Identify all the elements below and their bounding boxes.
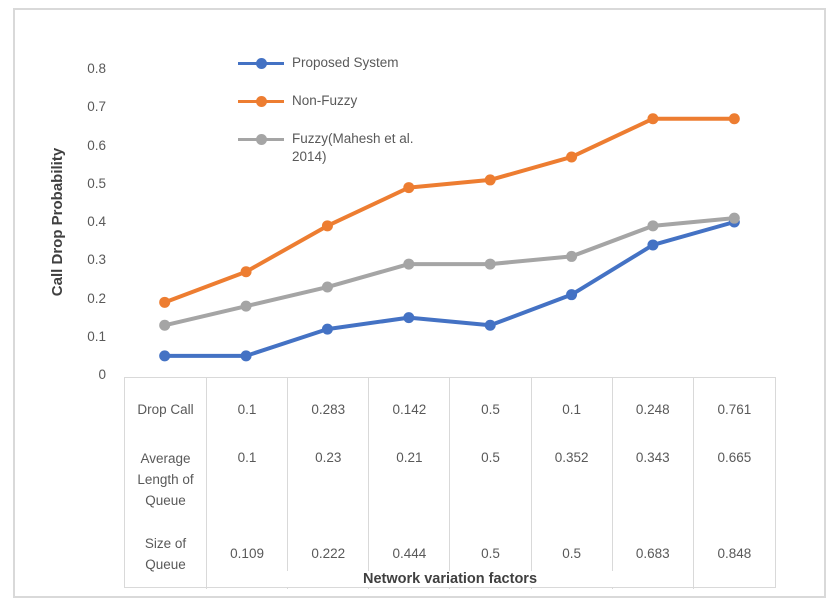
y-axis-tick-label: 0.7 [87,99,106,115]
legend-item: Proposed System [238,54,430,72]
table-cell: 0.21 [369,440,451,518]
y-axis-tick-label: 0.3 [87,252,106,268]
line-plot [159,113,740,362]
legend-line-marker-icon [238,92,284,110]
data-point-marker [728,212,740,224]
table-cell: 0.23 [288,440,370,518]
legend-item: Fuzzy(Mahesh et al. 2014) [238,130,430,166]
table-cell: 0.248 [613,378,694,440]
data-point-marker [321,323,333,335]
y-axis-tick-label: 0.4 [87,214,106,229]
table-cell: 0.5 [450,378,532,440]
y-axis-tick-label: 0 [98,367,106,382]
series-line-fuzzy-mahesh-et-al-2014- [164,216,735,328]
x-axis-title: Network variation factors [280,571,620,587]
data-point-marker [566,289,578,301]
table-row-label: Average Length of Queue [125,440,207,518]
series-line-non-fuzzy [163,116,735,305]
legend-item: Non-Fuzzy [238,92,430,110]
table-cell: 0.283 [288,378,370,440]
data-point-marker [240,300,252,312]
legend-line-marker-icon [238,54,284,72]
table-cell: 0.1 [207,378,289,440]
data-point-marker [159,319,171,331]
table-cell: 0.142 [369,378,451,440]
data-table: Drop Call 0.1 0.283 0.142 0.5 0.1 0.248 0.761 Av… [124,377,776,589]
table-cell: 0.848 [717,546,752,561]
table-cell: 0.683 [613,518,694,589]
data-point-marker [566,250,578,262]
data-point-marker [159,296,171,308]
table-cell: 0.109 [207,518,289,589]
legend-label: Proposed System [292,55,399,70]
data-point-marker [484,319,496,331]
y-axis-tick-label: 0.2 [87,290,106,306]
y-axis-tick-label: 0.8 [87,61,106,76]
data-point-marker [484,174,496,186]
legend-label: Non-Fuzzy [292,93,358,108]
table-cell: 0.761 [717,401,752,417]
y-axis-tick-label: 0.5 [87,175,106,191]
table-cell: 0.665 [717,450,752,465]
y-axis-tick-label: 0.1 [87,328,106,344]
data-point-marker [321,281,333,293]
table-cell: 0.5 [450,518,532,589]
data-point-marker [240,350,252,362]
figure-border [13,8,826,598]
table-row-label: Drop Call [125,378,207,440]
table-cell: 0.1 [532,378,613,440]
table-cell: 0.343 [613,440,694,518]
data-point-marker [240,266,252,278]
data-point-marker [159,350,171,362]
data-point-marker [647,239,659,251]
series-line-proposed-system [164,220,735,358]
table-cell: 0.352 [532,440,613,518]
table-cell: 0.1 [207,440,289,518]
data-point-marker [647,113,659,125]
data-point-marker [403,312,415,324]
data-point-marker [403,182,415,194]
data-point-marker [728,113,740,125]
data-point-marker [403,258,415,270]
data-point-marker [484,258,496,270]
table-cell: 0.5 [450,440,532,518]
legend: Proposed System Non-Fuzzy Fuzzy(Mahesh et … [238,54,430,166]
table-row-label: Size of Queue [125,518,207,589]
y-axis-tick-label: 0.6 [87,137,106,153]
table-cell: 0.444 [369,518,451,589]
table-cell: 0.5 [532,518,613,589]
table-cell: 0.222 [288,518,370,589]
data-point-marker [566,151,578,163]
data-point-marker [321,220,333,232]
legend-label: Fuzzy(Mahesh et al. 2014) [292,131,414,164]
data-point-marker [647,220,659,232]
legend-line-marker-icon [238,130,284,148]
